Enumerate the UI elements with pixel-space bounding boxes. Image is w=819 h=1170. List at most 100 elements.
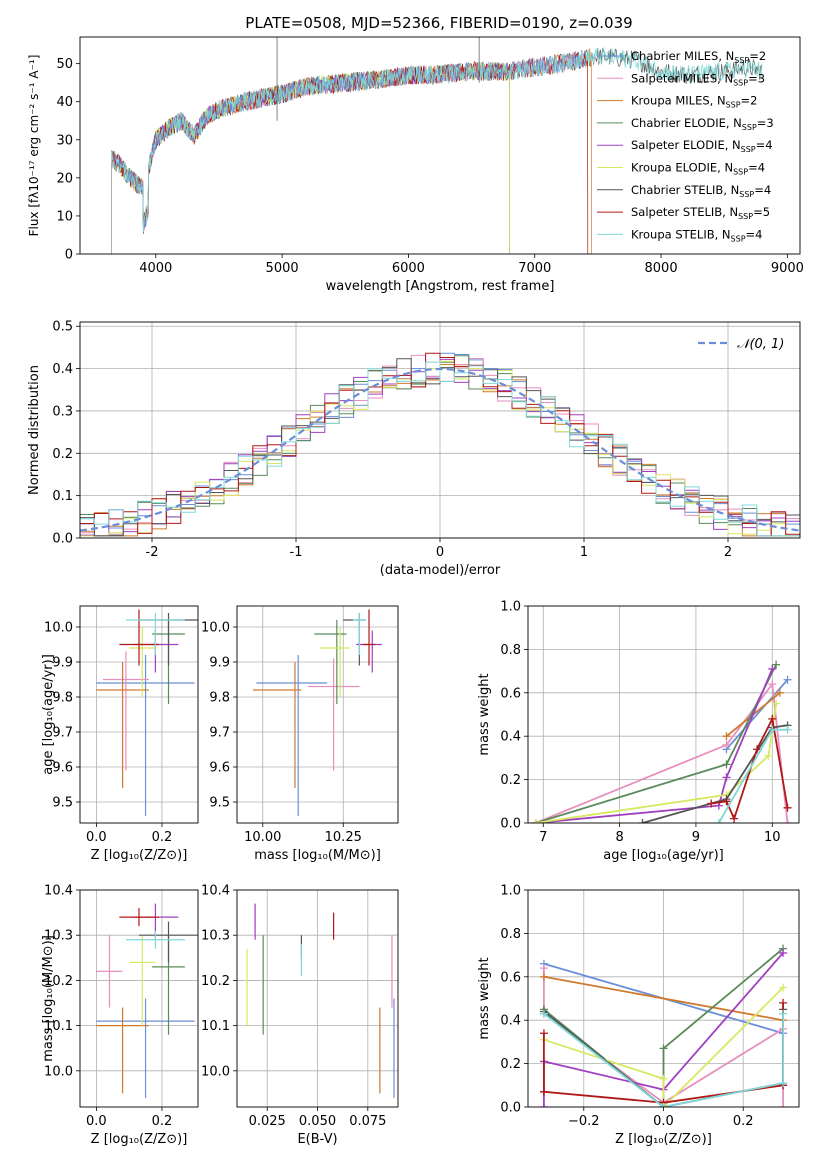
axes-residuals: -2 -1 0 1 2 0.0 0.1 0.2 0.3 0.4 0.5 (data-model)/er… — [27, 320, 801, 578]
plot-area-spectrum — [111, 37, 763, 254]
weight-marker — [768, 725, 777, 734]
weight-marker — [779, 1079, 788, 1088]
x-tick-label: 0.075 — [349, 1114, 386, 1129]
x-tick-label: −0.2 — [568, 1114, 600, 1129]
x-tick-label: 9000 — [771, 261, 804, 276]
x-tick-label: 7000 — [518, 261, 551, 276]
y-tick-label: 50 — [56, 57, 73, 72]
weight-line — [535, 668, 774, 823]
spectrum-line-kroupa-stelib — [111, 47, 763, 232]
legend-label-kroupa-miles: Kroupa MILES, NSSP=2 — [631, 94, 757, 110]
x-tick-label: -2 — [146, 545, 159, 560]
weight-marker — [730, 814, 739, 823]
weight-line — [543, 1012, 784, 1107]
weight-marker — [764, 751, 773, 760]
errorbar-chabrier-miles — [96, 998, 195, 1098]
weight-marker — [768, 714, 777, 723]
weight-marker — [775, 688, 784, 697]
weight-marker — [638, 819, 647, 823]
y-tick-label: 10.4 — [44, 884, 73, 899]
y-tick-label: 10.1 — [201, 1019, 230, 1034]
x-tick-label: 4000 — [139, 261, 172, 276]
x-tick-label: 0.2 — [152, 1114, 173, 1129]
y-tick-label: 10.3 — [44, 929, 73, 944]
errorbar-salpeter-stelib — [362, 609, 376, 666]
y-axis-label: mass weight — [477, 673, 492, 755]
errorbar-kroupa-elodie — [129, 627, 156, 697]
weight-marker — [539, 1029, 548, 1038]
axes-age-vs-mass: 10.00 10.25 9.5 9.6 9.7 9.8 9.9 10.0 mass [log₁₀… — [201, 605, 399, 863]
axes-frame — [527, 889, 800, 1108]
plot-area-mass-vs-Z — [96, 903, 198, 1098]
errorbar-salpeter-stelib — [119, 609, 159, 666]
errorbar-kroupa-stelib — [125, 930, 185, 949]
y-tick-label: 10 — [56, 209, 73, 224]
y-tick-label: 0.3 — [52, 404, 73, 419]
y-tick-label: 10.2 — [201, 974, 230, 989]
y-tick-label: 10.4 — [201, 884, 230, 899]
errorbar-chabrier-stelib — [139, 921, 198, 963]
weight-series-kroupa-elodie — [531, 699, 781, 823]
normal-legend-label: 𝒩(0, 1) — [737, 337, 784, 352]
spectrum-line-salpeter-stelib — [111, 52, 589, 254]
y-tick-label: 10.0 — [201, 1064, 230, 1079]
weight-marker — [531, 819, 540, 823]
errorbar-salpeter-miles — [102, 651, 149, 771]
y-tick-label: 20 — [56, 171, 73, 186]
errorbar-salpeter-miles — [307, 658, 360, 771]
y-tick-label: 0.4 — [500, 730, 521, 745]
axes-frame — [79, 605, 199, 824]
plot-area-age-vs-mass — [253, 609, 382, 816]
errorbar-kroupa-stelib — [125, 613, 185, 655]
errorbar-salpeter-stelib — [119, 908, 159, 927]
y-tick-label: 0.4 — [500, 1014, 521, 1029]
histogram-kroupa-stelib — [80, 361, 800, 537]
weight-marker — [783, 675, 792, 684]
weight-marker — [539, 972, 548, 981]
weight-line — [535, 703, 777, 823]
y-tick-label: 0.6 — [500, 686, 521, 701]
weight-marker — [753, 745, 762, 754]
weight-marker — [783, 803, 792, 812]
errorbar-kroupa-elodie — [320, 627, 350, 697]
x-tick-label: 8000 — [645, 261, 678, 276]
legend-label-kroupa-elodie: Kroupa ELODIE, NSSP=4 — [631, 161, 765, 177]
spectrum-line-chabrier-miles — [111, 51, 586, 233]
y-tick-label: 9.6 — [209, 761, 230, 776]
weight-marker — [779, 1009, 788, 1018]
y-tick-label: 9.9 — [52, 656, 73, 671]
plot-area-mass-vs-EBV — [246, 903, 395, 1098]
x-axis-label: Z [log₁₀(Z/Z⊙)] — [615, 1132, 712, 1147]
y-tick-label: 9.7 — [52, 726, 73, 741]
weight-marker — [722, 740, 731, 749]
weight-marker — [768, 680, 777, 689]
y-tick-label: 10.2 — [44, 974, 73, 989]
figure-title: PLATE=0508, MJD=52366, FIBERID=0190, z=0… — [245, 14, 632, 32]
x-tick-label: 0.0 — [86, 830, 107, 845]
x-tick-label: 10 — [764, 830, 781, 845]
weight-marker — [539, 1009, 548, 1018]
weight-marker — [779, 948, 788, 957]
y-tick-label: 0.4 — [52, 362, 73, 377]
axes-frame — [79, 321, 801, 539]
y-tick-label: 9.8 — [52, 691, 73, 706]
plot-area-residuals — [80, 352, 800, 537]
errorbar-chabrier-miles — [96, 655, 195, 816]
y-tick-label: 0.2 — [500, 773, 521, 788]
errorbar-kroupa-miles — [253, 662, 302, 788]
y-tick-label: 10.3 — [201, 929, 230, 944]
weight-marker — [783, 725, 792, 734]
x-tick-label: -1 — [290, 545, 303, 560]
legend-label-salpeter-stelib: Salpeter STELIB, NSSP=5 — [631, 205, 770, 221]
y-axis-label: age [log₁₀(age/yr)] — [41, 654, 56, 775]
weight-marker — [714, 819, 723, 823]
x-tick-label: 0.0 — [86, 1114, 107, 1129]
y-tick-label: 9.9 — [209, 656, 230, 671]
x-axis-label: Z [log₁₀(Z/Z⊙)] — [91, 1132, 188, 1147]
legend-label-salpeter-elodie: Salpeter ELODIE, NSSP=4 — [631, 138, 773, 154]
weight-series-kroupa-stelib — [714, 725, 792, 823]
errorbar-chabrier-stelib — [343, 613, 366, 666]
weight-line — [642, 724, 788, 823]
weight-line — [535, 681, 789, 823]
y-axis-label: mass weight — [477, 957, 492, 1039]
